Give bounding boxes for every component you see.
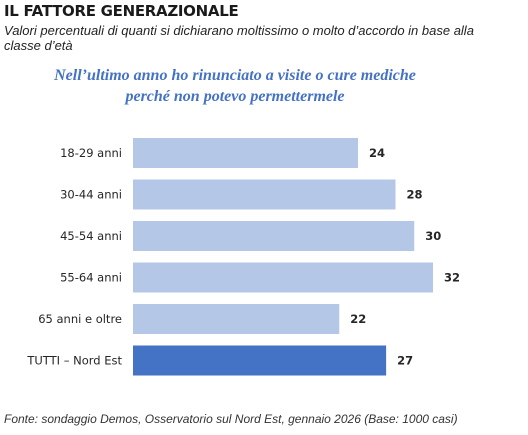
category-label: 18-29 anni [60,146,122,160]
chart-title-line-2: perché non potevo permettermele [125,88,345,105]
value-label: 28 [407,188,423,202]
category-label: 65 anni e oltre [38,312,122,326]
bar-chart: 18-29 anni 24 30-44 anni 28 45-54 anni 30 55-6… [26,138,460,376]
value-label: 27 [397,354,413,368]
chart-title: Nell’ultimo anno ho rinunciato a visite … [0,65,470,107]
category-label: TUTTI – Nord Est [26,354,122,368]
category-label: 30-44 anni [60,188,122,202]
page-title: IL FATTORE GENERAZIONALE [4,2,239,20]
category-label: 45-54 anni [60,229,122,243]
value-label: 22 [350,312,366,326]
bar [133,262,433,293]
value-label: 32 [444,271,460,285]
source-note: Fonte: sondaggio Demos, Osservatorio sul… [4,412,458,426]
bar [133,138,358,168]
bar [133,345,387,376]
bar [133,221,415,251]
category-label: 55-64 anni [60,271,122,285]
page-subtitle: Valori percentuali di quanti si dichiara… [4,23,474,53]
value-label: 24 [369,146,385,160]
bar [133,304,340,334]
bar [133,179,396,210]
chart-title-line-1: Nell’ultimo anno ho rinunciato a visite … [54,67,416,84]
value-label: 30 [425,229,441,243]
